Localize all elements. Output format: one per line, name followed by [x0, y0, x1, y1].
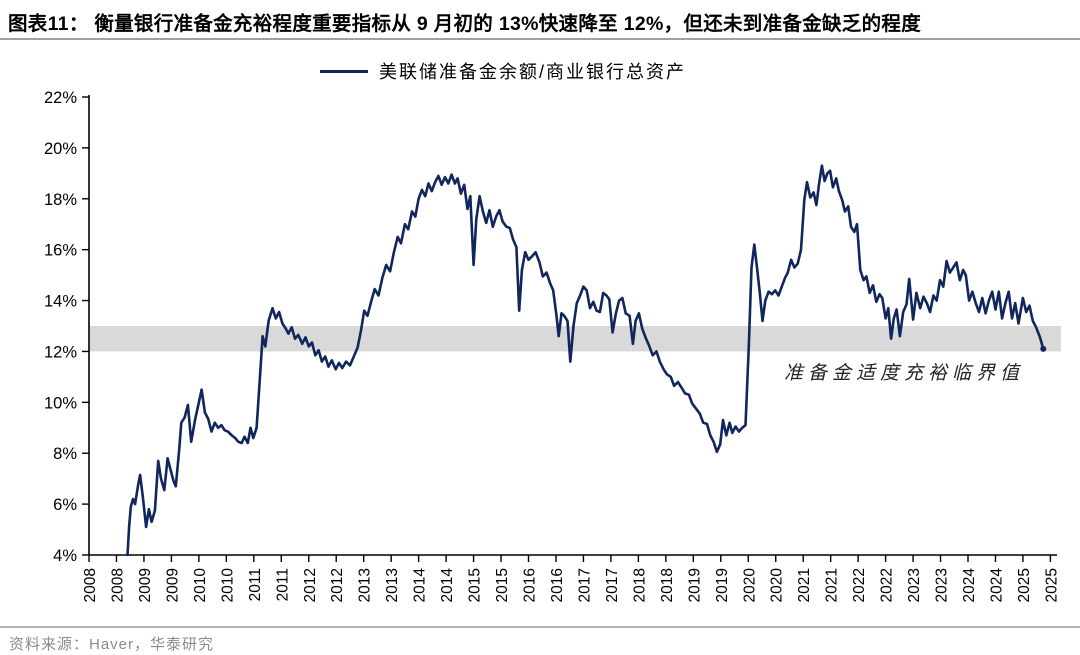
- band-annotation-label: 准备金适度充裕临界值: [784, 363, 1025, 384]
- x-tick-label: 2015: [494, 568, 511, 602]
- x-tick-label: 2014: [412, 568, 429, 603]
- y-tick-label: 18%: [44, 191, 77, 209]
- reserve-ratio-line: [126, 164, 1045, 557]
- x-tick-label: 2012: [329, 568, 346, 602]
- x-tick-label: 2012: [302, 568, 319, 602]
- x-tick-label: 2016: [549, 568, 566, 602]
- y-tick-label: 14%: [44, 293, 77, 311]
- x-tick-label: 2009: [164, 568, 181, 602]
- y-tick-label: 4%: [53, 547, 77, 565]
- x-tick-label: 2013: [384, 568, 401, 602]
- x-tick-label: 2020: [741, 568, 758, 603]
- y-tick-label: 16%: [44, 242, 77, 260]
- x-tick-label: 2017: [576, 568, 593, 602]
- x-tick-label: 2011: [247, 568, 264, 601]
- x-tick-label: 2024: [988, 568, 1005, 603]
- y-tick-label: 20%: [44, 140, 77, 158]
- source-note: 资料来源：Haver，华泰研究: [9, 636, 215, 653]
- x-tick-label: 2022: [879, 568, 896, 602]
- line-end-marker: [1040, 345, 1047, 352]
- legend-line-swatch: [320, 69, 368, 73]
- y-tick-label: 10%: [44, 394, 77, 412]
- legend-label: 美联储准备金余额/商业银行总资产: [379, 62, 686, 82]
- x-tick-label: 2019: [686, 568, 703, 602]
- x-tick-label: 2025: [1016, 568, 1033, 602]
- x-tick-label: 2017: [604, 568, 621, 602]
- x-tick-label: 2016: [522, 568, 539, 602]
- chart-legend: 美联储准备金余额/商业银行总资产: [320, 58, 686, 84]
- x-tick-label: 2020: [769, 568, 786, 603]
- threshold-band: [89, 326, 1061, 352]
- y-tick-label: 6%: [53, 496, 77, 514]
- y-tick-label: 12%: [44, 343, 77, 361]
- x-tick-label: 2021: [796, 568, 813, 602]
- x-tick-label: 2024: [961, 568, 978, 603]
- x-tick-label: 2008: [82, 568, 99, 602]
- x-tick-label: 2008: [109, 568, 126, 602]
- x-tick-label: 2019: [714, 568, 731, 602]
- x-tick-label: 2018: [659, 568, 676, 602]
- x-tick-label: 2015: [467, 568, 484, 602]
- x-tick-label: 2022: [851, 568, 868, 602]
- x-tick-label: 2021: [824, 568, 841, 602]
- x-tick-label: 2018: [631, 568, 648, 602]
- figure-title: 图表11： 衡量银行准备金充裕程度重要指标从 9 月初的 13%快速降至 12%…: [8, 13, 922, 35]
- x-tick-label: 2010: [192, 568, 209, 603]
- y-tick-label: 22%: [44, 89, 77, 107]
- footer-divider: [0, 626, 1080, 628]
- x-tick-label: 2011: [274, 568, 291, 601]
- x-tick-label: 2023: [934, 568, 951, 602]
- x-tick-label: 2023: [906, 568, 923, 602]
- x-tick-label: 2010: [219, 568, 236, 603]
- x-tick-label: 2014: [439, 568, 456, 603]
- x-tick-label: 2025: [1043, 568, 1060, 602]
- y-tick-label: 8%: [53, 445, 77, 463]
- x-tick-label: 2013: [357, 568, 374, 602]
- title-divider: [0, 38, 1080, 40]
- x-tick-label: 2009: [137, 568, 154, 602]
